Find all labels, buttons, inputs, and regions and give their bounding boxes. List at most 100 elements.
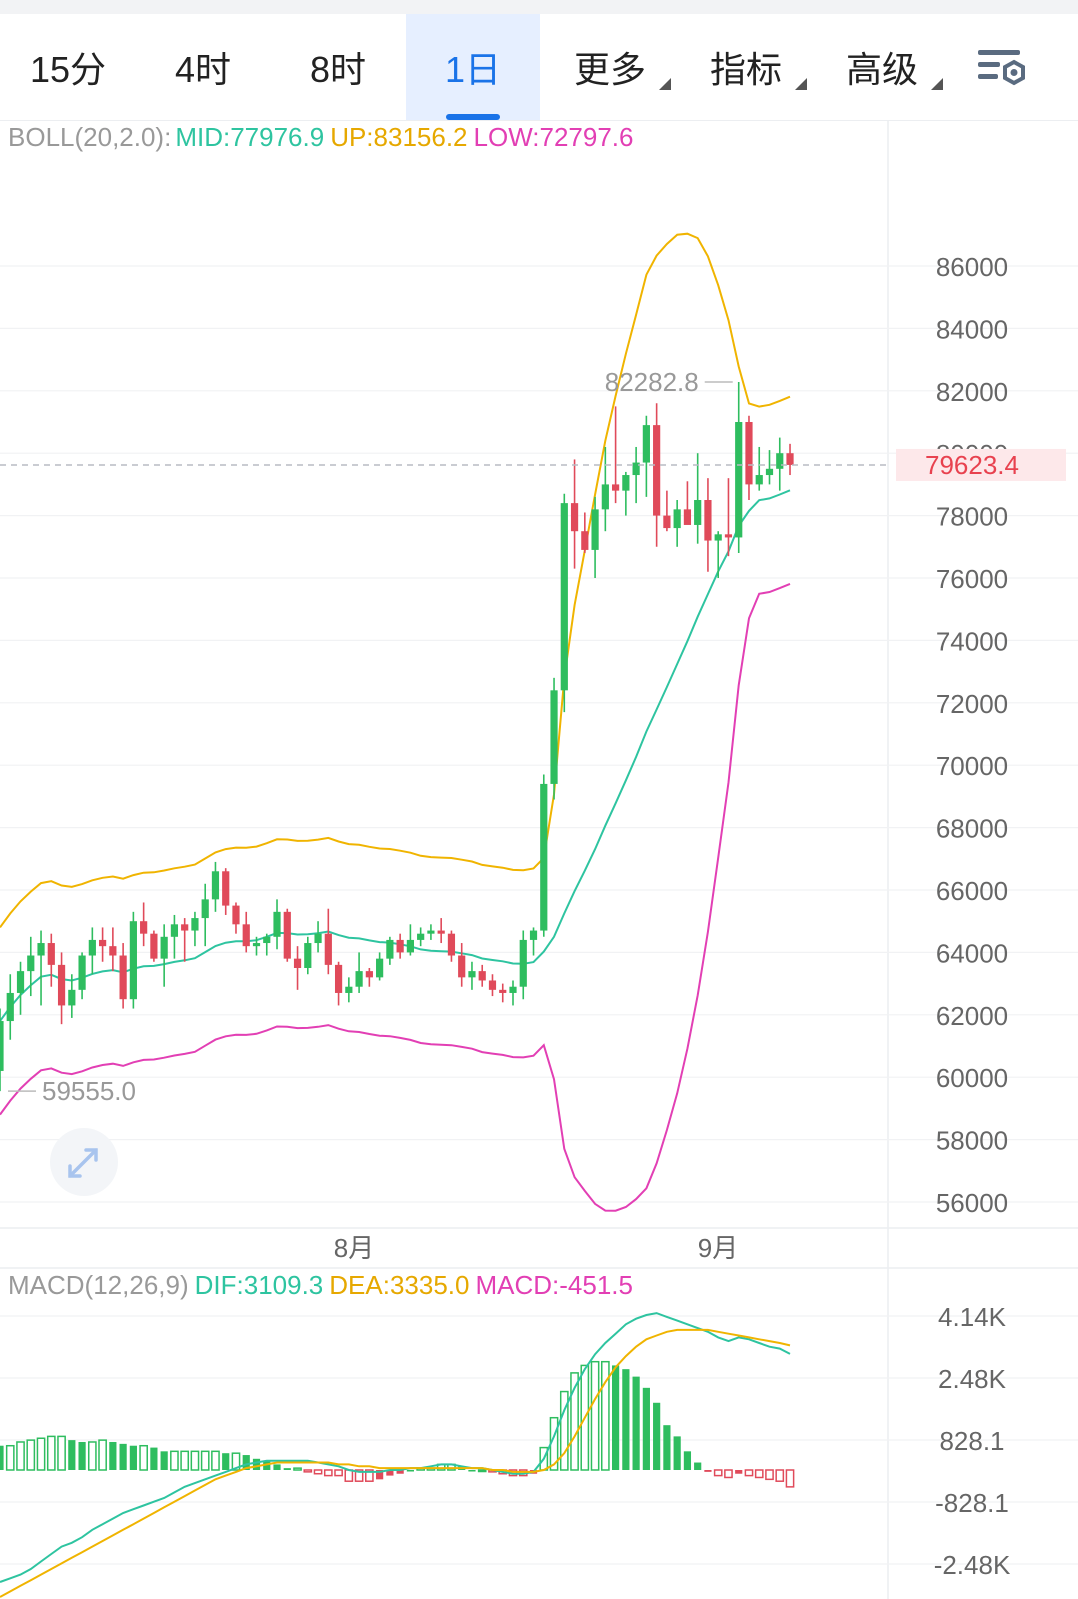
macd-tick-label: -2.48K — [934, 1550, 1011, 1580]
macd-histogram-bar — [653, 1402, 661, 1470]
boll-legend-up: UP:83156.2 — [330, 122, 468, 152]
candle-body — [324, 933, 332, 965]
candle-body — [632, 462, 640, 476]
candle-body — [488, 980, 497, 990]
candle-body — [550, 690, 558, 784]
tab-7[interactable]: 高级 — [815, 14, 949, 120]
active-tab-indicator — [446, 114, 500, 120]
price-tick-label: 62000 — [936, 1001, 1008, 1031]
candle-body — [293, 958, 302, 968]
price-tick-label: 60000 — [936, 1063, 1008, 1093]
macd-histogram-bar — [36, 1437, 46, 1471]
candle-body — [642, 425, 650, 463]
time-axis-label: 8月 — [334, 1233, 374, 1263]
price-tick-label: 86000 — [936, 252, 1008, 282]
macd-histogram-bar — [785, 1469, 795, 1488]
candle-body — [88, 939, 96, 956]
candle-body — [386, 939, 394, 959]
macd-tick-label: 4.14K — [938, 1302, 1007, 1332]
macd-histogram-bar — [129, 1445, 137, 1470]
tab-3[interactable]: 8时 — [271, 14, 405, 120]
tab-1[interactable]: 15分 — [1, 14, 135, 120]
macd-histogram-bar — [26, 1439, 36, 1471]
candle-body — [99, 939, 107, 947]
macd-histogram-bar — [744, 1469, 754, 1477]
tab-label: 15分 — [29, 49, 107, 90]
candle-body — [6, 992, 14, 1022]
candle-body — [181, 924, 189, 931]
macd-histogram-bar — [78, 1441, 86, 1470]
expand-button[interactable] — [50, 1128, 118, 1196]
tab-2[interactable]: 4时 — [136, 14, 270, 120]
candle-body — [499, 989, 507, 993]
macd-legend-dif: DIF:3109.3 — [194, 1270, 324, 1300]
candle-body — [745, 422, 753, 485]
candle-body — [786, 453, 794, 465]
tab-label: 高级 — [845, 49, 918, 90]
macd-histogram-bar — [98, 1439, 107, 1471]
candle-body — [653, 425, 661, 516]
low-price-label: 59555.0 — [42, 1076, 136, 1106]
candle-body — [427, 930, 435, 934]
tab-4[interactable]: 1日 — [406, 14, 540, 120]
chart-settings-icon — [978, 50, 1025, 86]
candle-body — [704, 500, 712, 541]
macd-histogram-bar — [713, 1469, 723, 1477]
tab-label: 1日 — [444, 49, 502, 90]
candle-body — [765, 468, 774, 476]
candle-body — [273, 911, 281, 937]
status-strip — [0, 0, 1078, 14]
macd-histogram-bar — [180, 1450, 190, 1471]
candle-body — [714, 534, 722, 541]
boll-lower-line — [0, 582, 791, 1212]
price-tick-label: 58000 — [936, 1126, 1008, 1156]
macd-dif-line — [0, 1312, 791, 1583]
candle-body — [109, 946, 117, 956]
macd-histogram-bar — [0, 1445, 4, 1470]
candle-body — [581, 531, 589, 550]
tab-label: 4时 — [174, 49, 232, 90]
candle-body — [304, 943, 312, 968]
candle-body — [591, 509, 599, 550]
macd-histogram-bar — [190, 1450, 200, 1471]
macd-histogram-bar — [477, 1469, 487, 1473]
candle-body — [201, 899, 209, 919]
macd-legend: MACD(12,26,9) DIF:3109.3 DEA:3335.0 MACD:-4… — [8, 1270, 639, 1301]
macd-legend-name: MACD(12,26,9) — [8, 1270, 189, 1300]
macd-histogram-bar — [344, 1469, 354, 1482]
candle-body — [396, 939, 404, 953]
candle-body — [509, 986, 517, 993]
macd-histogram-bar — [775, 1469, 785, 1482]
macd-histogram-bar — [754, 1469, 764, 1479]
candle-body — [16, 971, 25, 993]
dropdown-caret-icon — [659, 78, 671, 90]
candle-body — [355, 971, 363, 987]
macd-histogram-bar — [570, 1372, 579, 1471]
macd-histogram-bar — [704, 1470, 712, 1472]
macd-histogram-bar — [68, 1440, 76, 1470]
macd-histogram-bar — [87, 1441, 97, 1471]
chart-settings-button[interactable] — [972, 40, 1032, 96]
macd-histogram-bar — [109, 1441, 117, 1470]
macd-histogram-bar — [663, 1425, 671, 1470]
boll-upper-line — [0, 232, 791, 928]
boll-legend-mid: MID:77976.9 — [175, 122, 325, 152]
candle-body — [673, 509, 681, 529]
dropdown-caret-icon — [931, 78, 943, 90]
candle-body — [776, 453, 784, 469]
macd-histogram-bar — [642, 1387, 650, 1470]
candle-body — [242, 924, 250, 947]
high-price-label: 82282.8 — [605, 367, 699, 397]
price-tick-label: 68000 — [936, 814, 1008, 844]
macd-tick-label: 828.1 — [939, 1426, 1004, 1456]
tab-5[interactable]: 更多 — [543, 14, 677, 120]
tab-6[interactable]: 指标 — [679, 14, 813, 120]
macd-histogram-bar — [150, 1447, 158, 1470]
macd-histogram-bar — [211, 1450, 220, 1471]
macd-histogram-bar — [222, 1453, 230, 1470]
price-tick-label: 70000 — [936, 751, 1008, 781]
macd-legend-dea: DEA:3335.0 — [329, 1270, 470, 1300]
macd-histogram-bar — [273, 1464, 281, 1470]
candle-body — [27, 955, 35, 972]
